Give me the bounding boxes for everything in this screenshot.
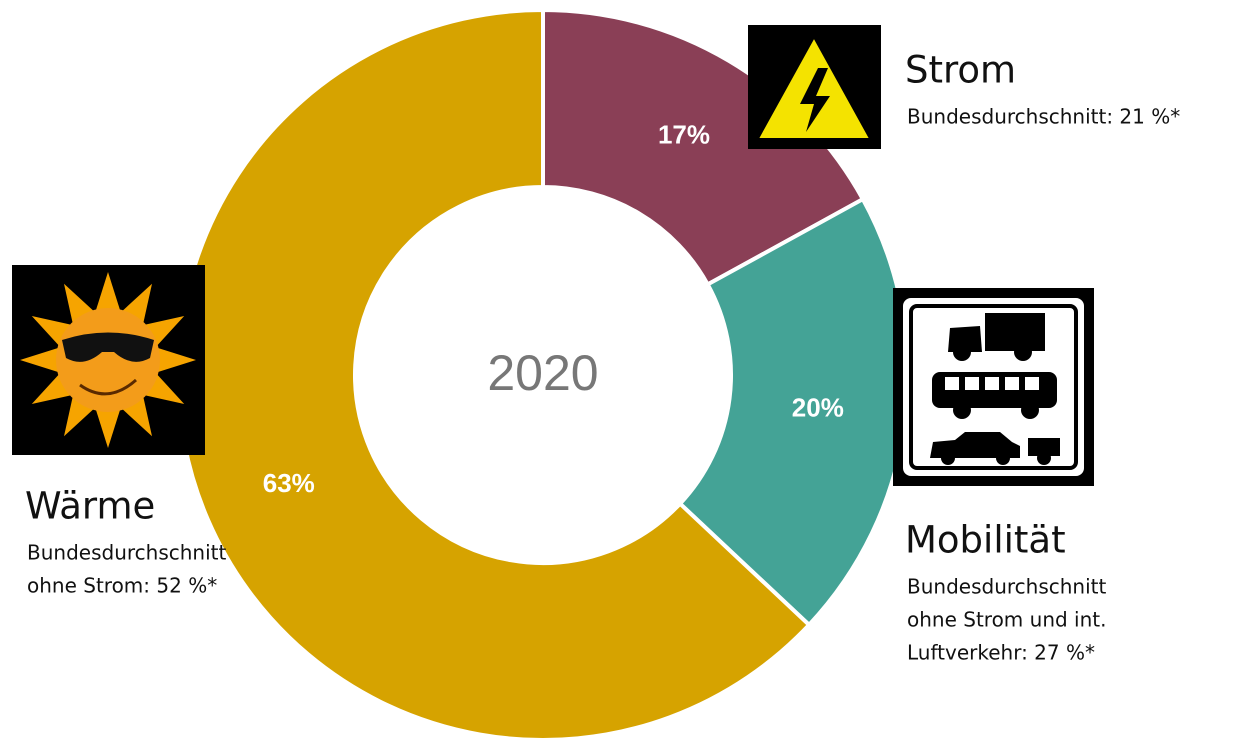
value-label: 20% (792, 393, 844, 423)
heat-icon (12, 265, 205, 455)
value-label: 63% (263, 468, 315, 498)
center-label: 2020 (487, 345, 598, 401)
note-line: ohne Strom und int. (907, 608, 1106, 632)
note-line: Bundesdurchschnitt: 21 %* (907, 105, 1180, 129)
category-label: Mobilität (905, 519, 1066, 562)
value-label: 17% (658, 119, 710, 149)
electricity-icon (748, 25, 881, 149)
note-line: Bundesdurchschnitt (907, 575, 1106, 599)
donut-segment (176, 7, 812, 742)
note-line: Bundesdurchschnitt (27, 541, 226, 565)
donut (176, 7, 910, 742)
note-line: ohne Strom: 52 %* (27, 574, 217, 598)
note-line: Luftverkehr: 27 %* (907, 641, 1095, 665)
donut-segment (541, 7, 866, 288)
mobility-icon (893, 288, 1094, 486)
category-label: Strom (905, 49, 1016, 92)
category-label: Wärme (25, 485, 155, 528)
